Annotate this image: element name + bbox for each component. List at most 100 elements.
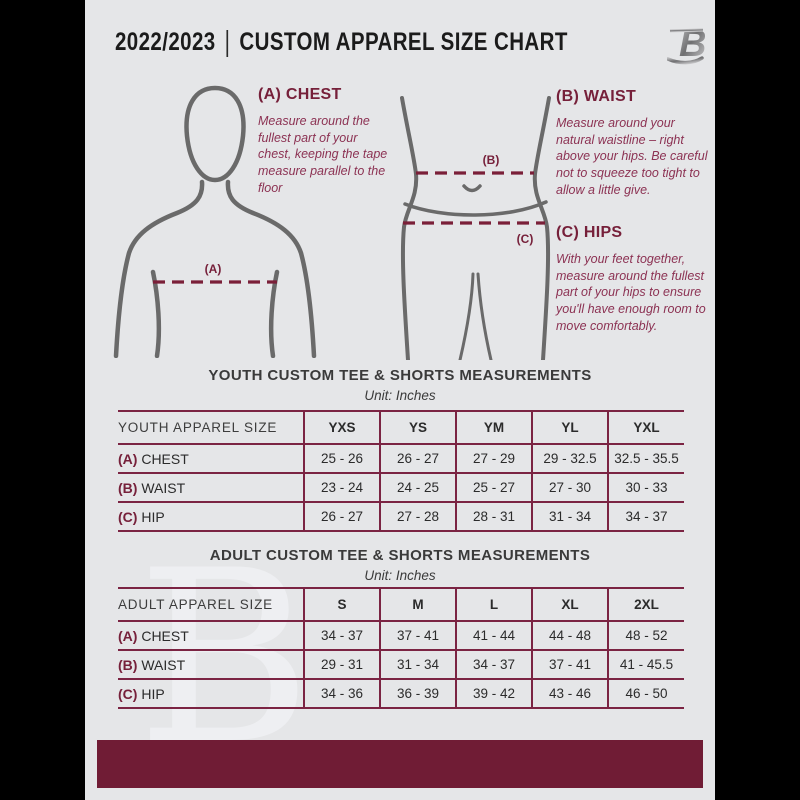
youth-section-title: YOUTH CUSTOM TEE & SHORTS MEASUREMENTS	[208, 367, 592, 384]
table-row-chest: (A) CHEST 34 - 37 37 - 41 41 - 44 44 - 4…	[118, 621, 684, 651]
table-cell: 37 - 41	[379, 621, 456, 651]
table-cell: 29 - 32.5	[531, 444, 608, 474]
table-cell: 34 - 37	[455, 650, 532, 680]
chest-guide-heading: (A) CHEST	[258, 86, 342, 103]
column-header: YM	[455, 410, 532, 445]
table-cell: 23 - 24	[303, 473, 380, 503]
lower-body-figure: (B) (C)	[400, 96, 551, 360]
header: 2022/2023 | CUSTOM APPAREL SIZE CHART B …	[85, 0, 715, 65]
column-header: XL	[531, 587, 608, 622]
table-cell: 26 - 27	[303, 502, 380, 532]
row-name: WAIST	[141, 656, 186, 673]
table-row-hip: (C) HIP 26 - 27 27 - 28 28 - 31 31 - 34 …	[118, 502, 684, 532]
table-cell: 32.5 - 35.5	[607, 444, 684, 474]
row-prefix: (B)	[118, 656, 138, 673]
table-cell: 31 - 34	[379, 650, 456, 680]
chest-marker-label: (A)	[205, 262, 222, 276]
table-cell: 27 - 30	[531, 473, 608, 503]
row-name: WAIST	[141, 479, 186, 496]
waist-guide-text: Measure around your natural waistline – …	[556, 116, 708, 197]
waist-marker-label: (B)	[483, 153, 500, 167]
table-cell: 29 - 31	[303, 650, 380, 680]
table-cell: 27 - 29	[455, 444, 532, 474]
table-cell: 46 - 50	[607, 679, 684, 709]
adult-section-header: ADULT CUSTOM TEE & SHORTS MEASUREMENTS U…	[85, 547, 715, 583]
column-header: YXL	[607, 410, 684, 445]
footer-bar	[97, 740, 703, 788]
page-title: 2022/2023 | CUSTOM APPAREL SIZE CHART	[115, 25, 568, 58]
table-cell: 41 - 44	[455, 621, 532, 651]
table-cell: 25 - 26	[303, 444, 380, 474]
row-prefix: (C)	[118, 685, 138, 702]
youth-section-header: YOUTH CUSTOM TEE & SHORTS MEASUREMENTS U…	[85, 367, 715, 403]
table-cell: 30 - 33	[607, 473, 684, 503]
row-label: (C) HIP	[118, 502, 304, 532]
torso-figure: (A)	[113, 85, 317, 358]
row-name: HIP	[141, 508, 165, 525]
table-cell: 39 - 42	[455, 679, 532, 709]
table-cell: 31 - 34	[531, 502, 608, 532]
row-label: (B) WAIST	[118, 473, 304, 503]
table-cell: 27 - 28	[379, 502, 456, 532]
season-label: 2022/2023	[115, 27, 216, 56]
waist-guide: (B) WAIST Measure around your natural wa…	[556, 88, 708, 198]
column-header: YL	[531, 410, 608, 445]
table-cell: 34 - 36	[303, 679, 380, 709]
breakaway-b-logo-icon: B	[667, 23, 707, 65]
row-label: (B) WAIST	[118, 650, 304, 680]
adult-size-column-header: ADULT APPAREL SIZE	[118, 587, 304, 622]
column-header: L	[455, 587, 532, 622]
chest-guide-text: Measure around the fullest part of your …	[258, 114, 388, 195]
youth-size-column-header: YOUTH APPAREL SIZE	[118, 410, 304, 445]
hips-guide-heading: (C) HIPS	[556, 224, 623, 241]
brand-lockup: B BREAKAWAY	[667, 19, 715, 65]
row-name: CHEST	[141, 450, 189, 467]
waist-guide-heading: (B) WAIST	[556, 88, 637, 105]
title-divider: |	[224, 25, 231, 58]
hip-marker-label: (C)	[517, 232, 534, 246]
hips-guide-text: With your feet together, measure around …	[556, 252, 706, 333]
table-cell: 43 - 46	[531, 679, 608, 709]
table-row-hip: (C) HIP 34 - 36 36 - 39 39 - 42 43 - 46 …	[118, 679, 684, 709]
youth-size-table: YOUTH APPAREL SIZE YXS YS YM YL YXL (A) …	[118, 410, 684, 532]
table-row-waist: (B) WAIST 23 - 24 24 - 25 25 - 27 27 - 3…	[118, 473, 684, 503]
row-label: (A) CHEST	[118, 621, 304, 651]
title-text: CUSTOM APPAREL SIZE CHART	[239, 27, 568, 56]
youth-unit-label: Unit: Inches	[364, 388, 436, 403]
column-header: M	[379, 587, 456, 622]
adult-unit-label: Unit: Inches	[364, 568, 436, 583]
table-cell: 41 - 45.5	[607, 650, 684, 680]
measurement-guide-section: (A) (A) CHEST Measure around the fullest…	[85, 0, 715, 365]
row-prefix: (B)	[118, 479, 138, 496]
table-cell: 36 - 39	[379, 679, 456, 709]
table-header-row: ADULT APPAREL SIZE S M L XL 2XL	[118, 587, 684, 622]
hips-guide: (C) HIPS With your feet together, measur…	[556, 224, 710, 334]
table-cell: 44 - 48	[531, 621, 608, 651]
table-cell: 28 - 31	[455, 502, 532, 532]
table-cell: 48 - 52	[607, 621, 684, 651]
table-cell: 37 - 41	[531, 650, 608, 680]
table-cell: 34 - 37	[303, 621, 380, 651]
column-header: YXS	[303, 410, 380, 445]
row-prefix: (A)	[118, 450, 138, 467]
adult-section-title: ADULT CUSTOM TEE & SHORTS MEASUREMENTS	[209, 547, 591, 564]
adult-size-table: ADULT APPAREL SIZE S M L XL 2XL (A) CHES…	[118, 587, 684, 709]
row-prefix: (A)	[118, 627, 138, 644]
column-header: YS	[379, 410, 456, 445]
table-cell: 24 - 25	[379, 473, 456, 503]
chest-guide: (A) CHEST Measure around the fullest par…	[258, 86, 392, 196]
row-name: CHEST	[141, 627, 189, 644]
flyer-page: B 2022/2023 | CUSTOM APPAREL SIZE CHART …	[85, 0, 715, 800]
table-cell: 26 - 27	[379, 444, 456, 474]
row-label: (C) HIP	[118, 679, 304, 709]
row-label: (A) CHEST	[118, 444, 304, 474]
table-cell: 25 - 27	[455, 473, 532, 503]
table-row-waist: (B) WAIST 29 - 31 31 - 34 34 - 37 37 - 4…	[118, 650, 684, 680]
column-header: 2XL	[607, 587, 684, 622]
column-header: S	[303, 587, 380, 622]
lower-body-outline	[400, 96, 551, 360]
row-prefix: (C)	[118, 508, 138, 525]
row-name: HIP	[141, 685, 165, 702]
torso-outline	[113, 85, 317, 358]
table-cell: 34 - 37	[607, 502, 684, 532]
